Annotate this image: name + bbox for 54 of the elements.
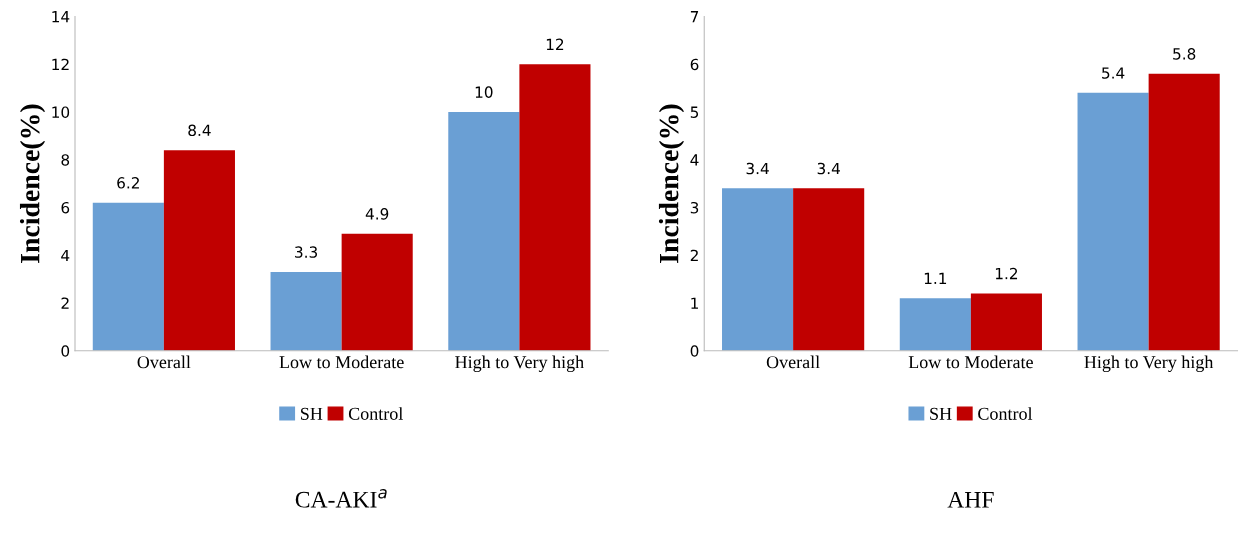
y-tick-label: 10 bbox=[52, 106, 70, 118]
bar bbox=[1077, 92, 1149, 351]
y-axis-title: Incidence(%) bbox=[658, 104, 685, 263]
data-label: 1.2 bbox=[995, 267, 1018, 280]
y-tick-label: 4 bbox=[61, 249, 70, 262]
y-tick-label: 0 bbox=[690, 345, 699, 357]
y-axis-title: Incidence(%) bbox=[19, 104, 46, 263]
text: CA-AKI$^{a}$ bbox=[295, 489, 387, 508]
data-label: 3.4 bbox=[746, 162, 769, 175]
data-label: 1.1 bbox=[924, 272, 947, 284]
y-tick-label: 3 bbox=[690, 201, 699, 214]
y-tick-label: 6 bbox=[61, 201, 70, 214]
legend-label: Control bbox=[978, 407, 1033, 420]
y-tick-label: 7 bbox=[690, 11, 699, 23]
y-tick-label: 12 bbox=[52, 58, 69, 70]
data-label: 10 bbox=[475, 86, 493, 98]
y-tick-label: 8 bbox=[61, 154, 70, 166]
y-tick-label: 0 bbox=[61, 345, 70, 357]
data-label: 3.4 bbox=[817, 162, 840, 175]
y-tick-label: 4 bbox=[690, 154, 699, 166]
data-label: 6.2 bbox=[117, 177, 139, 189]
x-tick-label: Low to Moderate bbox=[908, 355, 1033, 369]
data-label: 5.4 bbox=[1102, 67, 1125, 79]
x-tick-label: High to Very high bbox=[1084, 355, 1214, 373]
y-tick-label: 1 bbox=[691, 297, 698, 309]
x-tick-label: Overall bbox=[766, 355, 820, 369]
bar bbox=[448, 111, 520, 351]
legend-label: SH bbox=[301, 407, 323, 420]
bar bbox=[970, 293, 1042, 351]
bar bbox=[270, 271, 342, 351]
y-tick-label: 2 bbox=[61, 297, 69, 309]
data-label: 12 bbox=[546, 38, 564, 50]
legend-label: Control bbox=[348, 407, 403, 420]
bar bbox=[519, 64, 591, 351]
y-tick-label: 14 bbox=[52, 11, 70, 23]
x-tick-label: Overall bbox=[137, 355, 191, 369]
y-tick-label: 6 bbox=[690, 58, 699, 71]
y-tick-label: 2 bbox=[690, 249, 698, 262]
bar bbox=[341, 233, 413, 351]
bar bbox=[899, 298, 971, 351]
bar bbox=[1148, 73, 1220, 351]
bar bbox=[92, 202, 164, 351]
x-tick-label: Low to Moderate bbox=[279, 355, 404, 369]
data-label: 8.4 bbox=[188, 124, 211, 137]
data-label: 5.8 bbox=[1173, 48, 1196, 60]
bar bbox=[722, 188, 794, 351]
data-label: 4.9 bbox=[365, 208, 389, 220]
x-tick-label: High to Very high bbox=[455, 355, 584, 373]
legend-label: SH bbox=[930, 407, 952, 420]
bar bbox=[163, 150, 235, 351]
data-label: 3.3 bbox=[295, 246, 317, 258]
y-tick-label: 5 bbox=[690, 106, 699, 118]
text: AHF bbox=[947, 491, 994, 508]
bar bbox=[793, 188, 865, 351]
